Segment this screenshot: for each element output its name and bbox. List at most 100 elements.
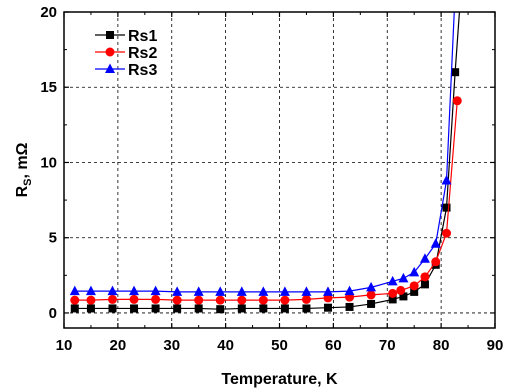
data-point — [129, 285, 140, 296]
data-point — [215, 295, 225, 305]
data-point — [409, 266, 420, 277]
data-point — [366, 290, 376, 300]
legend-label: Rs2 — [128, 45, 157, 62]
ticks: 10 20 30 40 50 60 70 80 90 0 5 10 15 20 — [40, 4, 503, 354]
x-tick-label: 70 — [379, 337, 396, 354]
legend-label: Rs3 — [128, 62, 157, 79]
legend-marker — [105, 47, 115, 57]
data-point — [430, 238, 441, 248]
data-point — [367, 299, 376, 308]
legend-label: Rs1 — [128, 28, 157, 45]
legend-entry: Rs1 — [95, 28, 157, 45]
data-point — [151, 294, 161, 304]
data-point — [441, 175, 452, 185]
data-point — [322, 286, 333, 296]
data-point — [151, 304, 160, 313]
series-layer — [69, 0, 464, 314]
x-tick-label: 40 — [217, 337, 234, 354]
data-point — [323, 303, 332, 312]
data-point — [86, 295, 96, 305]
data-point — [173, 304, 182, 313]
data-point — [258, 286, 269, 296]
legend-entry: Rs2 — [95, 45, 157, 62]
data-point — [172, 286, 183, 296]
data-point — [237, 295, 247, 305]
data-point — [172, 295, 182, 305]
y-axis-label-sub: S — [22, 179, 34, 186]
data-point — [442, 203, 451, 212]
data-point — [194, 304, 203, 313]
data-point — [410, 287, 419, 296]
series-line — [74, 12, 455, 293]
data-point — [129, 294, 139, 304]
series-rs2 — [70, 96, 462, 305]
data-point — [301, 286, 312, 296]
data-point — [420, 280, 429, 289]
data-point — [451, 68, 460, 77]
x-tick-label: 80 — [433, 337, 450, 354]
data-point — [85, 285, 96, 296]
data-point — [70, 304, 79, 313]
data-point — [302, 304, 311, 313]
series-line — [74, 100, 458, 301]
x-tick-label: 10 — [56, 337, 73, 354]
data-point — [388, 288, 398, 298]
y-tick-label: 0 — [49, 305, 57, 322]
data-point — [194, 295, 204, 305]
data-point — [431, 257, 441, 267]
data-point — [344, 285, 355, 296]
data-point — [442, 228, 452, 238]
grid — [64, 12, 495, 328]
x-tick-label: 60 — [325, 337, 342, 354]
data-point — [409, 281, 419, 291]
x-axis-label: Temperature, K — [221, 371, 338, 388]
x-tick-label: 20 — [110, 337, 127, 354]
series-rs3 — [69, 0, 460, 296]
data-point — [452, 96, 462, 106]
data-point — [130, 304, 139, 313]
data-point — [301, 294, 311, 304]
data-point — [279, 286, 290, 296]
data-point — [398, 272, 409, 283]
y-tick-label: 5 — [49, 230, 57, 247]
x-tick-label: 50 — [271, 337, 288, 354]
data-point — [108, 304, 117, 313]
data-point — [107, 285, 118, 296]
data-point — [280, 304, 289, 313]
data-point — [70, 295, 80, 305]
x-tick-label: 30 — [163, 337, 180, 354]
legend-marker — [105, 63, 115, 73]
x-tick-label: 90 — [487, 337, 504, 354]
data-point — [388, 295, 397, 304]
data-point — [387, 275, 398, 286]
data-point — [69, 285, 80, 296]
data-point — [258, 295, 268, 305]
data-point — [150, 285, 161, 296]
legend-marker — [106, 31, 114, 39]
y-tick-label: 20 — [40, 4, 57, 21]
data-point — [450, 0, 460, 8]
data-point — [215, 286, 226, 296]
y-axis-label-main: R — [14, 185, 31, 197]
data-point — [86, 304, 95, 313]
data-point — [419, 253, 430, 263]
y-tick-label: 15 — [40, 79, 57, 96]
data-point — [216, 305, 225, 314]
y-tick-label: 10 — [40, 154, 57, 171]
data-point — [236, 286, 247, 296]
data-point — [345, 302, 354, 311]
data-point — [396, 285, 406, 295]
data-point — [280, 295, 290, 305]
data-point — [399, 292, 408, 301]
data-point — [259, 304, 268, 313]
data-point — [456, 0, 464, 8]
data-point — [366, 281, 377, 292]
data-point — [107, 294, 117, 304]
legend-entry: Rs3 — [95, 62, 157, 79]
data-point — [237, 304, 246, 313]
data-point — [193, 286, 204, 296]
y-axis-label: RS, mΩ — [14, 142, 34, 197]
data-point — [420, 272, 430, 282]
